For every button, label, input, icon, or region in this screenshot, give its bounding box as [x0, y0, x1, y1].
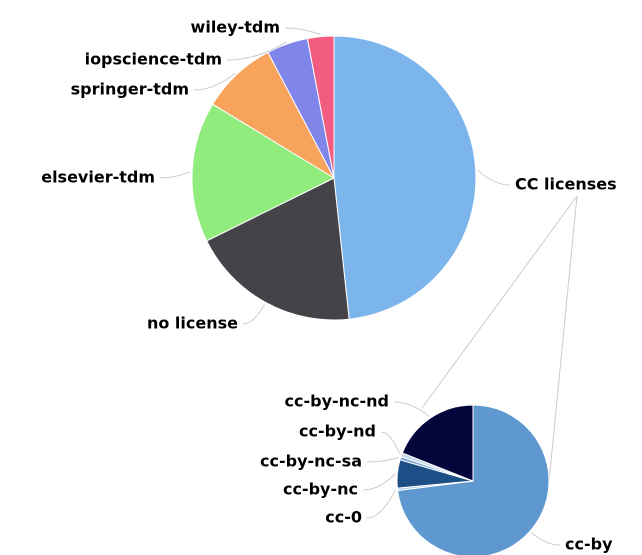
slice-label: cc-by	[565, 535, 613, 554]
pie-slice	[401, 404, 474, 482]
slice-label: cc-by-nd	[299, 422, 376, 441]
pie-slice	[191, 103, 336, 242]
leader-line	[366, 457, 399, 463]
connector	[548, 195, 578, 483]
pie-slice	[306, 35, 335, 179]
slice-label: CC licenses	[515, 175, 617, 194]
leader-line	[362, 473, 396, 491]
slice-label: wiley-tdm	[191, 18, 280, 37]
slice-label: cc-by-nc	[283, 480, 358, 499]
leader-line	[366, 489, 396, 519]
leader-line	[284, 27, 321, 36]
leader-line	[159, 171, 191, 179]
slice-label: elsevier-tdm	[41, 168, 155, 187]
leader-line	[477, 169, 511, 186]
leader-line	[193, 72, 236, 91]
leader-line	[393, 401, 430, 417]
leader-line	[242, 303, 266, 325]
slice-label: cc-by-nc-sa	[260, 452, 362, 471]
connector	[421, 195, 578, 409]
leader-line	[531, 532, 561, 546]
slice-label: cc-0	[325, 508, 362, 527]
slice-label: iopscience-tdm	[85, 50, 222, 69]
pie-slice	[206, 177, 350, 321]
slice-label: cc-by-nc-nd	[285, 392, 390, 411]
slice-label: springer-tdm	[71, 80, 189, 99]
pie-slice	[333, 35, 477, 320]
leader-line	[380, 431, 401, 455]
leader-line	[226, 41, 287, 61]
slice-label: no license	[147, 314, 238, 333]
